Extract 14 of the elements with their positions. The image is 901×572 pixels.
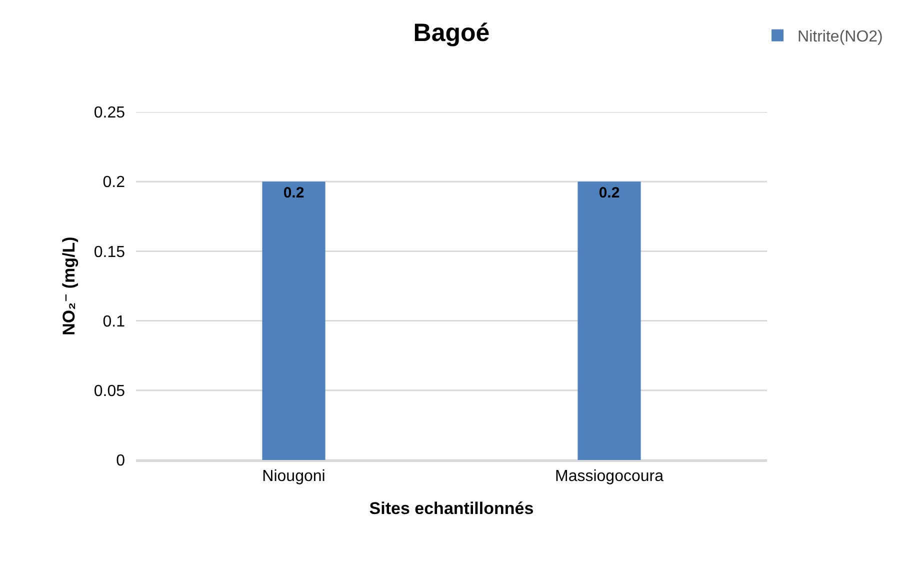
chart-title: Bagoé xyxy=(413,18,490,47)
x-axis-title: Sites echantillonnés xyxy=(369,498,534,518)
y-tick-label: 0.05 xyxy=(94,383,126,400)
y-tick-label: 0.25 xyxy=(94,104,126,122)
data-label: 0.2 xyxy=(598,184,620,202)
x-tick-label: Massiogocoura xyxy=(555,468,664,485)
y-tick-label: 0.1 xyxy=(102,313,126,330)
data-label: 0.2 xyxy=(283,184,304,202)
y-tick-label: 0.2 xyxy=(102,174,126,192)
x-tick-label: Niougoni xyxy=(262,468,326,485)
y-tick-label: 0 xyxy=(116,452,126,470)
legend-label: Nitrite(NO2) xyxy=(798,28,883,46)
y-tick-label: 0.15 xyxy=(94,244,126,261)
y-axis-title: NO₂⁻ (mg/L) xyxy=(59,236,78,336)
